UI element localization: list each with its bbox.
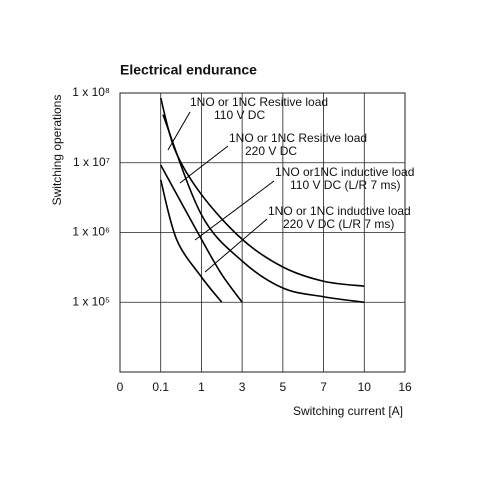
annotation: 1NO or 1NC inductive load xyxy=(268,204,411,218)
y-tick-label: 1 x 10⁶ xyxy=(72,225,110,239)
chart-title: Electrical endurance xyxy=(120,62,257,78)
x-tick-label: 5 xyxy=(280,380,287,394)
annotation-leader xyxy=(167,111,191,151)
x-tick-label: 1 xyxy=(198,380,205,394)
annotation: 110 V DC (L/R 7 ms) xyxy=(290,178,400,192)
annotation: 1NO or 1NC Resitive load xyxy=(229,131,367,145)
annotation: 220 V DC xyxy=(245,144,297,158)
x-tick-label: 0.1 xyxy=(152,380,169,394)
annotation-leader xyxy=(194,180,275,241)
y-tick-label: 1 x 10⁸ xyxy=(72,85,110,99)
annotation: 1NO or 1NC Resitive load xyxy=(190,95,328,109)
x-tick-label: 3 xyxy=(239,380,246,394)
annotation: 1NO or1NC inductive load xyxy=(275,165,414,179)
annotation-leader xyxy=(204,218,268,273)
y-tick-label: 1 x 10⁷ xyxy=(73,155,110,169)
x-tick-label: 10 xyxy=(358,380,372,394)
annotation: 110 V DC xyxy=(214,108,265,122)
y-axis-label: Switching operations xyxy=(50,95,64,206)
annotation-leader xyxy=(179,145,229,184)
curve xyxy=(159,179,223,303)
x-tick-label: 7 xyxy=(320,380,327,394)
x-tick-label: 16 xyxy=(398,380,412,394)
curve xyxy=(162,114,365,304)
annotation: 220 V DC (L/R 7 ms) xyxy=(283,217,394,231)
curve xyxy=(160,164,243,303)
x-axis-label: Switching current [A] xyxy=(293,404,403,418)
x-tick-label: 0 xyxy=(117,380,124,394)
y-tick-label: 1 x 10⁵ xyxy=(72,294,110,308)
